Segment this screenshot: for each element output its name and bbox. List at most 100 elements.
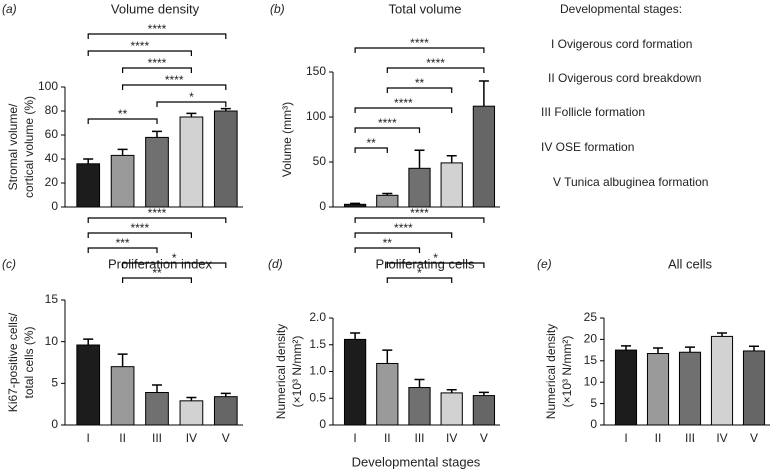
x-tick-label: III [152, 431, 162, 445]
bar [343, 203, 367, 208]
significance-bracket [156, 101, 227, 107]
y-axis-label: (×10³ N/mm²) [290, 336, 304, 408]
significance-label: * [433, 251, 438, 265]
error-bar [350, 332, 361, 340]
bar [408, 387, 431, 426]
y-tick-label: 5 [590, 396, 597, 410]
x-tick-label: V [480, 431, 488, 445]
error-bar [152, 384, 162, 393]
bar [710, 335, 734, 426]
error-bar [350, 202, 361, 205]
bar [440, 162, 463, 208]
significance-label: **** [130, 221, 149, 235]
y-tick-label: 0 [319, 199, 326, 213]
error-bar [685, 346, 695, 353]
bar [213, 396, 238, 426]
bar [179, 116, 204, 208]
bar [440, 392, 463, 426]
significance-bracket [354, 107, 453, 113]
x-tick-label: II [119, 431, 126, 445]
error-bar [83, 158, 94, 164]
x-tick-label: IV [446, 431, 457, 445]
significance-label: **** [148, 56, 167, 70]
significance-bracket [354, 147, 388, 153]
significance-label: * [417, 266, 422, 280]
x-tick-label: V [750, 431, 758, 445]
significance-label: **** [394, 96, 413, 110]
x-tick-label: I [87, 431, 90, 445]
y-tick-label: 100 [306, 109, 326, 123]
significance-label: **** [148, 22, 167, 36]
significance-bracket [386, 277, 453, 283]
significance-bracket [122, 84, 227, 90]
bar [742, 350, 766, 426]
y-tick-label: 60 [45, 127, 59, 141]
panel-label: (e) [537, 257, 552, 271]
y-tick-label: 0 [51, 417, 58, 431]
panel-label: (b) [270, 2, 285, 16]
significance-label: **** [410, 206, 429, 220]
x-tick-label: II [384, 431, 391, 445]
bar [110, 366, 135, 426]
significance-bracket [87, 118, 158, 124]
error-bar [478, 80, 489, 107]
stage-item: V Tunica albuginea formation [553, 175, 708, 189]
significance-label: **** [378, 116, 397, 130]
significance-bracket [354, 47, 485, 53]
y-tick-label: 15 [584, 353, 598, 367]
x-tick-label: I [624, 431, 627, 445]
significance-label: **** [394, 221, 413, 235]
error-bar [117, 148, 128, 156]
error-bar [621, 345, 631, 351]
x-tick-label: III [685, 431, 695, 445]
significance-label: *** [116, 236, 130, 250]
x-axis-label: Developmental stages [352, 454, 481, 469]
bar [472, 105, 496, 208]
y-axis-label: Volume (mm³) [280, 102, 294, 177]
significance-bracket [87, 50, 192, 56]
y-tick-label: 100 [38, 79, 58, 93]
x-tick-label: I [353, 431, 356, 445]
significance-bracket [87, 217, 227, 223]
error-bar [653, 347, 663, 354]
significance-bracket [386, 262, 485, 268]
significance-bracket [87, 33, 227, 39]
x-tick-label: IV [716, 431, 727, 445]
chart-title: Volume density [111, 1, 200, 16]
significance-label: ** [415, 76, 425, 90]
error-bar [220, 107, 231, 111]
bar [213, 110, 238, 208]
stages-title: Developmental stages: [560, 2, 682, 16]
y-tick-label: 20 [584, 332, 598, 346]
y-tick-label: 1.5 [309, 337, 326, 351]
significance-bracket [87, 247, 158, 253]
bar [646, 353, 670, 426]
error-bar [478, 391, 489, 396]
bar [343, 338, 367, 426]
bar [376, 194, 399, 208]
stage-item: I Ovigerous cord formation [551, 37, 692, 51]
chart-title: Proliferating cells [376, 256, 475, 271]
bar [472, 395, 496, 426]
x-tick-label: II [655, 431, 662, 445]
x-tick-label: V [222, 431, 230, 445]
y-tick-label: 15 [45, 292, 59, 306]
error-bar [749, 345, 759, 351]
significance-label: ** [383, 236, 393, 250]
y-axis-label: Ki67-positive cells/ [6, 312, 20, 412]
bar [76, 344, 101, 426]
significance-label: **** [410, 36, 429, 50]
y-tick-label: 2.0 [309, 310, 326, 324]
y-axis-label: cortical volume (%) [22, 96, 36, 198]
y-tick-label: 10 [45, 334, 59, 348]
y-tick-label: 20 [45, 175, 59, 189]
x-tick-label: IV [186, 431, 197, 445]
y-axis-label: Stromal volume/ [6, 103, 20, 190]
error-bar [186, 112, 197, 117]
error-bar [446, 388, 457, 393]
y-tick-label: 150 [306, 64, 326, 78]
significance-label: **** [165, 73, 184, 87]
x-tick-label: III [414, 431, 424, 445]
panel-label: (c) [2, 257, 16, 271]
y-tick-label: 5 [51, 376, 58, 390]
